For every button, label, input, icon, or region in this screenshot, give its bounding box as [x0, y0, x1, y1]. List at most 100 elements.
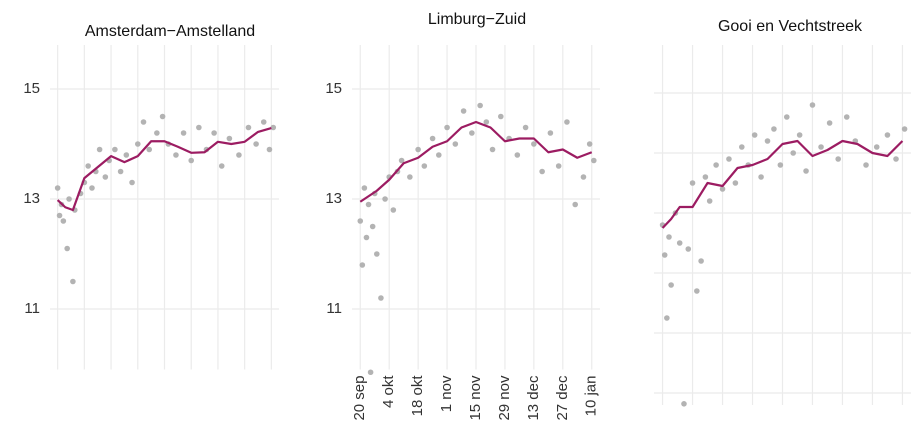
- data-point: [226, 135, 233, 142]
- data-point: [357, 218, 364, 224]
- data-point: [361, 185, 368, 191]
- data-point: [369, 223, 376, 230]
- data-point: [771, 126, 777, 132]
- data-point: [796, 132, 803, 138]
- panel-title: Gooi en Vechtstreek: [718, 18, 863, 35]
- data-point: [460, 108, 467, 114]
- data-point: [429, 135, 436, 142]
- trend-line: [56, 126, 272, 212]
- data-point: [365, 201, 372, 208]
- data-point: [374, 251, 380, 257]
- data-point: [664, 315, 670, 321]
- data-point: [863, 162, 869, 168]
- data-point: [483, 119, 490, 125]
- data-point: [363, 234, 370, 241]
- panel-title: Limburg−Zuid: [428, 11, 526, 28]
- data-point: [96, 146, 103, 153]
- data-point: [117, 168, 124, 175]
- data-point: [826, 120, 833, 126]
- panel: Gooi en Vechtstreek: [654, 18, 911, 407]
- data-point: [134, 141, 141, 147]
- data-point: [180, 130, 187, 136]
- data-point: [698, 258, 704, 264]
- data-point: [539, 168, 545, 175]
- data-point: [498, 113, 504, 120]
- data-point: [694, 288, 700, 294]
- data-point: [359, 262, 366, 268]
- data-point: [522, 124, 529, 131]
- data-point: [421, 163, 428, 169]
- data-point: [732, 180, 739, 186]
- data-point: [469, 130, 475, 136]
- data-point: [188, 157, 195, 164]
- data-point: [884, 132, 891, 138]
- data-point: [666, 234, 672, 240]
- data-point: [378, 295, 384, 301]
- data-point: [777, 162, 784, 168]
- data-point: [661, 252, 668, 258]
- y-tick-label: 13: [23, 190, 40, 207]
- x-tick-label: 29 nov: [496, 375, 513, 421]
- data-point: [818, 144, 824, 150]
- y-tick-label: 11: [326, 300, 342, 317]
- x-tick-label: 4 okt: [380, 375, 397, 408]
- data-point: [89, 185, 95, 191]
- data-point: [726, 156, 732, 162]
- data-point: [398, 157, 405, 164]
- data-point: [668, 282, 674, 288]
- data-point: [790, 150, 797, 156]
- data-point: [843, 114, 850, 120]
- data-point: [154, 130, 160, 136]
- data-point: [56, 212, 63, 219]
- data-point: [477, 102, 483, 109]
- data-point: [713, 162, 719, 168]
- data-point: [60, 218, 67, 224]
- data-point: [706, 198, 713, 204]
- data-point: [260, 119, 267, 125]
- data-point: [382, 196, 388, 202]
- data-point: [173, 152, 179, 158]
- data-point: [270, 124, 277, 131]
- data-point: [390, 207, 397, 213]
- data-point: [407, 174, 413, 180]
- data-point: [66, 196, 72, 202]
- data-point: [893, 156, 899, 162]
- x-tick-label: 18 okt: [409, 375, 426, 417]
- data-point: [751, 132, 758, 138]
- data-point: [758, 174, 764, 180]
- data-point: [564, 119, 570, 125]
- x-tick-label: 10 jan: [583, 376, 600, 417]
- data-point: [586, 141, 593, 147]
- data-point: [702, 174, 709, 180]
- data-point: [764, 138, 771, 144]
- data-point: [783, 114, 790, 120]
- data-point: [685, 246, 692, 252]
- data-point: [112, 146, 118, 153]
- x-tick-label: 1 nov: [438, 375, 455, 412]
- panel: Limburg−Zuid 20 sep 4 okt 18 okt 1 nov 15 nov…: [325, 11, 600, 421]
- data-point: [514, 152, 521, 158]
- data-point: [253, 141, 259, 147]
- data-point: [572, 201, 578, 208]
- data-point: [415, 146, 421, 153]
- panel: Amsterdam−Amstelland 11 13 15: [23, 23, 279, 370]
- y-tick-label: 11: [24, 300, 40, 317]
- data-point: [70, 278, 76, 285]
- data-point: [123, 152, 130, 158]
- data-point: [196, 124, 202, 131]
- data-point: [140, 119, 147, 125]
- data-point: [555, 163, 562, 169]
- data-point: [436, 152, 442, 158]
- data-point: [54, 185, 61, 191]
- data-point: [681, 401, 687, 407]
- data-point: [367, 369, 374, 376]
- data-point: [452, 141, 459, 147]
- data-point: [211, 130, 217, 136]
- data-point: [64, 245, 70, 252]
- x-tick-label: 13 dec: [525, 375, 542, 421]
- x-tick-label: 27 dec: [554, 375, 571, 421]
- data-point: [809, 102, 816, 108]
- data-point: [676, 240, 683, 246]
- data-point: [236, 152, 242, 158]
